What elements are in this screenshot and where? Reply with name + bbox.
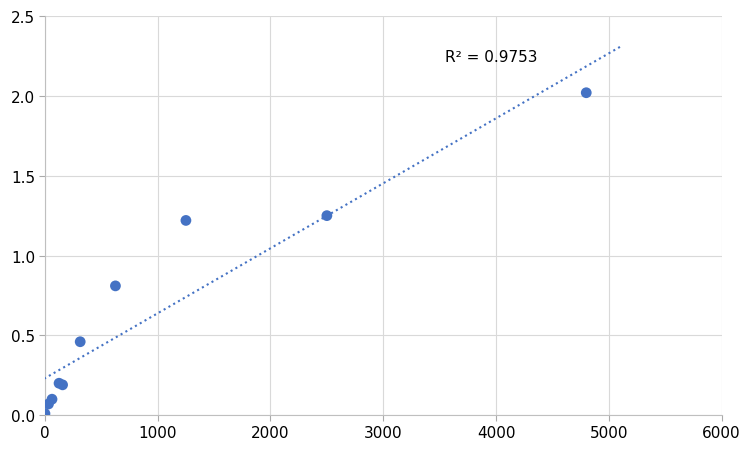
Point xyxy=(180,217,192,225)
Point xyxy=(74,338,86,345)
Point xyxy=(581,90,593,97)
Point xyxy=(39,410,51,417)
Point xyxy=(321,212,333,220)
Point xyxy=(53,380,65,387)
Point xyxy=(42,400,54,408)
Point xyxy=(46,396,58,403)
Text: R² = 0.9753: R² = 0.9753 xyxy=(445,50,538,65)
Point xyxy=(56,382,68,389)
Point xyxy=(110,283,122,290)
